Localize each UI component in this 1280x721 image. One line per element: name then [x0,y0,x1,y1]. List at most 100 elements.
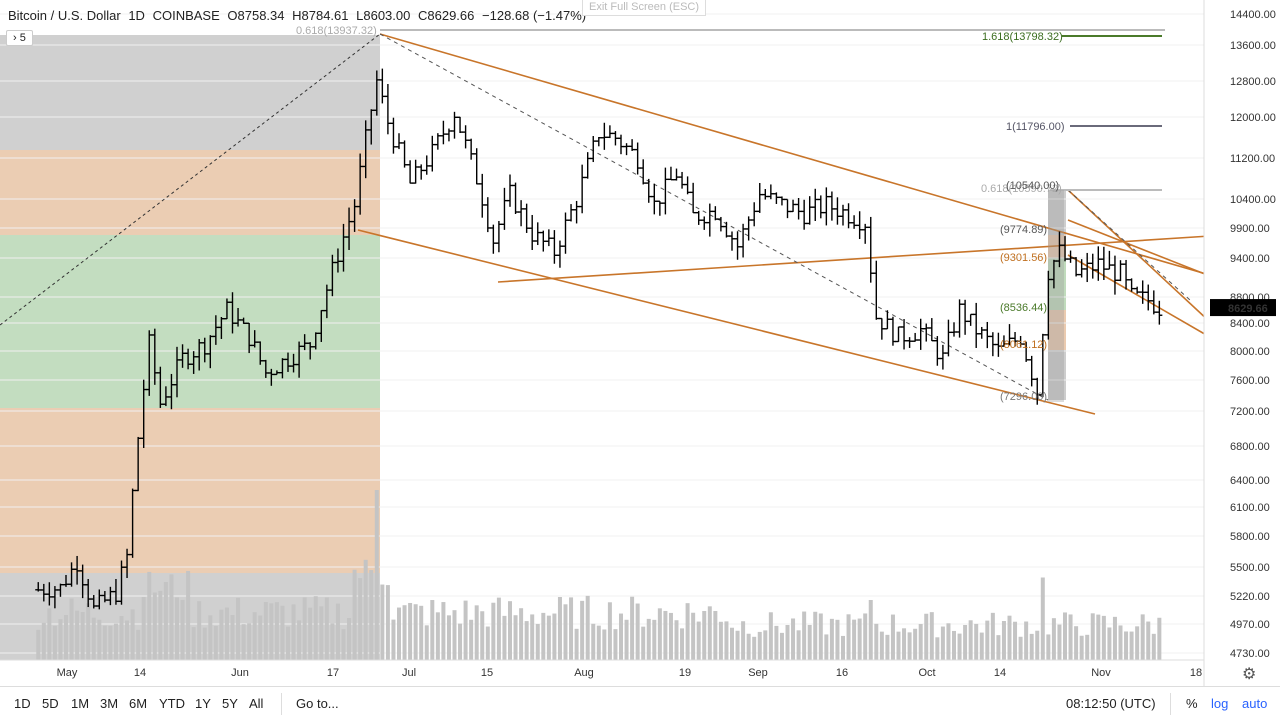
time-tick-label: Jun [231,667,249,679]
ohlc-bar [1134,286,1141,294]
volume-bar [224,607,229,660]
volume-bar [1157,617,1162,660]
time-axis[interactable]: May 14 Jun 17 Jul 15 Aug 19 Sep 16 Oct 14 Nov 18 [0,659,1204,679]
auto-scale-toggle[interactable]: auto [1242,696,1268,711]
volume-bar [236,597,241,660]
volume-bar [41,622,46,660]
price-tick-label: 10400.00 [1230,194,1276,206]
ohlc-bar [634,142,641,175]
volume-bar [635,603,640,660]
volume-bar [1090,613,1095,660]
volume-bar [596,625,601,660]
volume-bar [108,625,113,660]
volume-bar [1151,633,1156,660]
volume-bar [541,612,546,660]
volume-bar [86,603,91,660]
ohlc-bar [928,318,935,342]
volume-bar [374,490,379,660]
volume-bar [1024,621,1029,660]
price-chart[interactable]: 0.618(13937.32) 1.618(13798.32) 1(11796.00… [0,0,1280,686]
ohlc-bar [1078,259,1085,278]
fib-zone-small [1048,190,1066,235]
volume-bar [730,627,734,660]
utc-clock[interactable]: 08:12:50 (UTC) [1066,696,1156,711]
volume-bar [913,628,918,660]
range-1y-button[interactable]: 1Y [195,696,211,711]
ohlc-bar [623,143,630,156]
volume-bar [441,602,446,660]
volume-bar [835,619,840,660]
volume-bar [1101,615,1106,660]
ohlc-bar [229,292,236,334]
ohlc-bar [1073,257,1080,277]
range-all-button[interactable]: All [249,696,264,711]
volume-bar [924,613,929,660]
percent-scale-toggle[interactable]: % [1186,696,1198,711]
price-tick-label: 8400.00 [1230,318,1270,330]
volume-bar [64,614,68,660]
volume-bar [458,623,463,660]
ohlc-bar [107,586,114,606]
goto-date-button[interactable]: Go to... [296,696,339,711]
ohlc-bar [1017,335,1024,348]
exchange-label: COINBASE [152,8,220,23]
volume-bar [985,620,990,660]
ohlc-bar [46,582,53,606]
ohlc-bar [468,138,475,160]
volume-bar [58,619,63,660]
ohlc-bar [862,223,869,244]
price-tick-label: 9400.00 [1230,253,1270,265]
volume-bar [696,621,701,660]
volume-bar [746,633,751,660]
volume-bar [580,600,585,660]
price-axis-bg [1204,0,1280,686]
volume-bar [496,597,501,660]
volume-bar [69,598,74,660]
ohlc-bar [679,171,686,189]
volume-bar [702,610,707,660]
volume-bar [80,611,85,660]
price-tick-label: 8000.00 [1230,346,1270,358]
ohlc-bar [196,339,203,371]
range-5y-button[interactable]: 5Y [222,696,238,711]
ohlc-bar [973,302,980,348]
volume-bar [813,611,818,660]
volume-bar [230,614,235,660]
ohlc-bar [512,182,519,215]
ohlc-bar [174,346,180,398]
volume-bar [1051,618,1056,660]
volume-bar [347,617,352,660]
range-6m-button[interactable]: 6M [129,696,148,711]
range-1d-button[interactable]: 1D [14,696,31,711]
volume-bar [47,608,52,660]
ohlc-bar [384,84,391,135]
ohlc-bar [223,298,230,320]
volume-bar [413,604,418,660]
range-5d-button[interactable]: 5D [42,696,59,711]
volume-bar [302,597,307,660]
price-axis[interactable]: 14400.00 13600.00 12800.00 12000.00 11200.00… [1203,0,1280,686]
ohlc-bar [1123,259,1130,290]
volume-bar [219,609,224,660]
legend-collapse-button[interactable]: › 5 [6,30,33,46]
range-1m-button[interactable]: 1M [71,696,90,711]
volume-bar [763,630,768,660]
ohlc-bar [751,202,758,227]
volume-bar [408,602,413,660]
fib-level-labels: 0.618(13937.32) 1.618(13798.32) 1(11796.00… [296,25,1065,403]
volume-bar [796,630,801,660]
volume-bar [718,621,723,660]
fib-level-label: (10540.00) [1006,180,1059,192]
volume-bar [269,603,274,660]
range-ytd-button[interactable]: YTD [159,696,185,711]
gear-icon[interactable]: ⚙ [1242,666,1257,683]
range-3m-button[interactable]: 3M [100,696,119,711]
volume-bar [380,584,385,660]
log-scale-toggle[interactable]: log [1211,696,1229,711]
ohlc-bar [629,139,636,151]
exit-fullscreen-button[interactable]: Exit Full Screen (ESC) [582,0,707,16]
last-price-label: 8629.66 [1228,303,1268,315]
ohlc-bar [712,206,719,221]
ohlc-bar [989,332,996,357]
ohlc-bar [523,203,530,233]
